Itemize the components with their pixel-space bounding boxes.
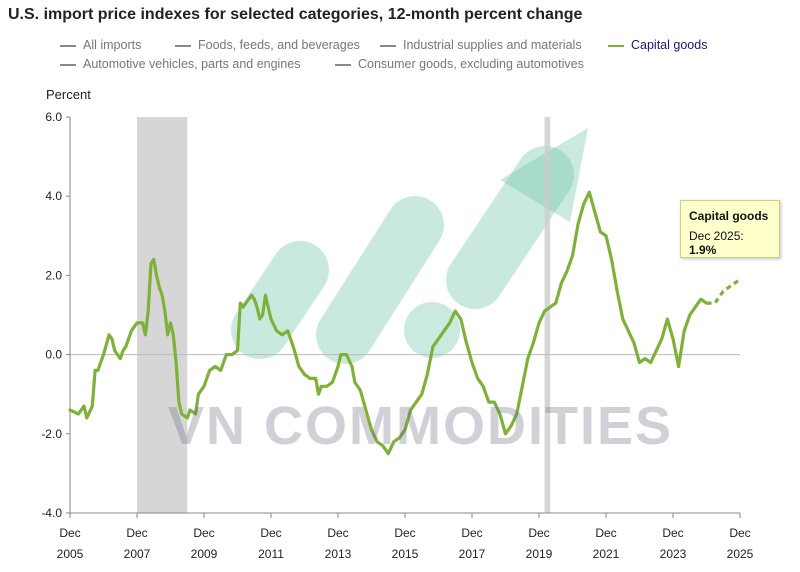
y-tick-label: -4.0: [41, 506, 62, 520]
x-tick-label: Dec: [59, 526, 80, 540]
x-tick-label: Dec: [193, 526, 214, 540]
x-tick-label: 2011: [258, 547, 284, 561]
x-tick-label: 2019: [526, 547, 553, 561]
tooltip-label: Dec 2025:: [689, 229, 744, 243]
watermark-arrow-head: [500, 128, 588, 222]
series-line: [68, 190, 709, 456]
y-tick-label: 2.0: [45, 268, 62, 282]
tooltip-row: Dec 2025: 1.9%: [689, 229, 771, 257]
y-tick-label: -2.0: [41, 427, 62, 441]
x-tick-label: Dec: [461, 526, 482, 540]
legend-swatch: [608, 44, 624, 47]
legend-label: All imports: [83, 38, 142, 52]
legend-label: Automotive vehicles, parts and engines: [83, 57, 301, 71]
x-tick-label: Dec: [394, 526, 415, 540]
chart-title: U.S. import price indexes for selected c…: [8, 6, 583, 23]
legend-swatch: [175, 44, 191, 47]
x-tick-label: Dec: [260, 526, 281, 540]
series-line-dashed: [706, 278, 741, 305]
watermark-text: VN COMMODITIES: [168, 396, 674, 456]
x-tick-label: 2015: [392, 547, 419, 561]
legend-label: Consumer goods, excluding automotives: [358, 57, 584, 71]
x-tick-label: 2005: [57, 547, 84, 561]
legend-item[interactable]: Automotive vehicles, parts and engines: [60, 57, 301, 71]
recession-band: [544, 117, 551, 513]
watermark-bar: [316, 196, 444, 364]
legend-item[interactable]: Industrial supplies and materials: [380, 38, 582, 52]
x-tick-label: Dec: [595, 526, 616, 540]
x-tick-label: 2009: [191, 547, 218, 561]
x-tick-label: 2017: [459, 547, 486, 561]
legend-item[interactable]: Capital goods: [608, 38, 707, 52]
y-tick-label: 0.0: [45, 348, 62, 362]
legend-item[interactable]: Foods, feeds, and beverages: [175, 38, 360, 52]
x-tick-label: Dec: [729, 526, 750, 540]
y-tick-label: 6.0: [45, 110, 62, 124]
x-tick-label: Dec: [528, 526, 549, 540]
x-tick-label: 2013: [325, 547, 352, 561]
x-tick-label: 2025: [727, 547, 754, 561]
legend-swatch: [60, 44, 76, 47]
legend-item[interactable]: Consumer goods, excluding automotives: [335, 57, 584, 71]
x-tick-label: 2007: [124, 547, 151, 561]
x-tick-label: Dec: [662, 526, 683, 540]
tooltip-value: 1.9%: [689, 243, 717, 257]
y-tick-label: 4.0: [45, 189, 62, 203]
y-axis-label: Percent: [46, 87, 91, 102]
x-tick-label: Dec: [327, 526, 348, 540]
x-tick-label: 2021: [593, 547, 620, 561]
legend-label: Foods, feeds, and beverages: [198, 38, 360, 52]
tooltip: Capital goods Dec 2025: 1.9%: [680, 200, 780, 258]
x-tick-label: Dec: [126, 526, 147, 540]
x-tick-label: 2023: [660, 547, 687, 561]
legend-label: Industrial supplies and materials: [403, 38, 582, 52]
recession-band: [137, 117, 188, 513]
legend-item[interactable]: All imports: [60, 38, 141, 52]
tooltip-title: Capital goods: [689, 209, 769, 223]
watermark-arrow-shaft: [446, 146, 574, 309]
legend-swatch: [380, 44, 396, 47]
watermark-dot: [404, 302, 460, 358]
legend-swatch: [60, 63, 76, 66]
legend-swatch: [335, 63, 351, 66]
legend-label: Capital goods: [631, 38, 708, 52]
watermark-bar: [231, 241, 329, 359]
